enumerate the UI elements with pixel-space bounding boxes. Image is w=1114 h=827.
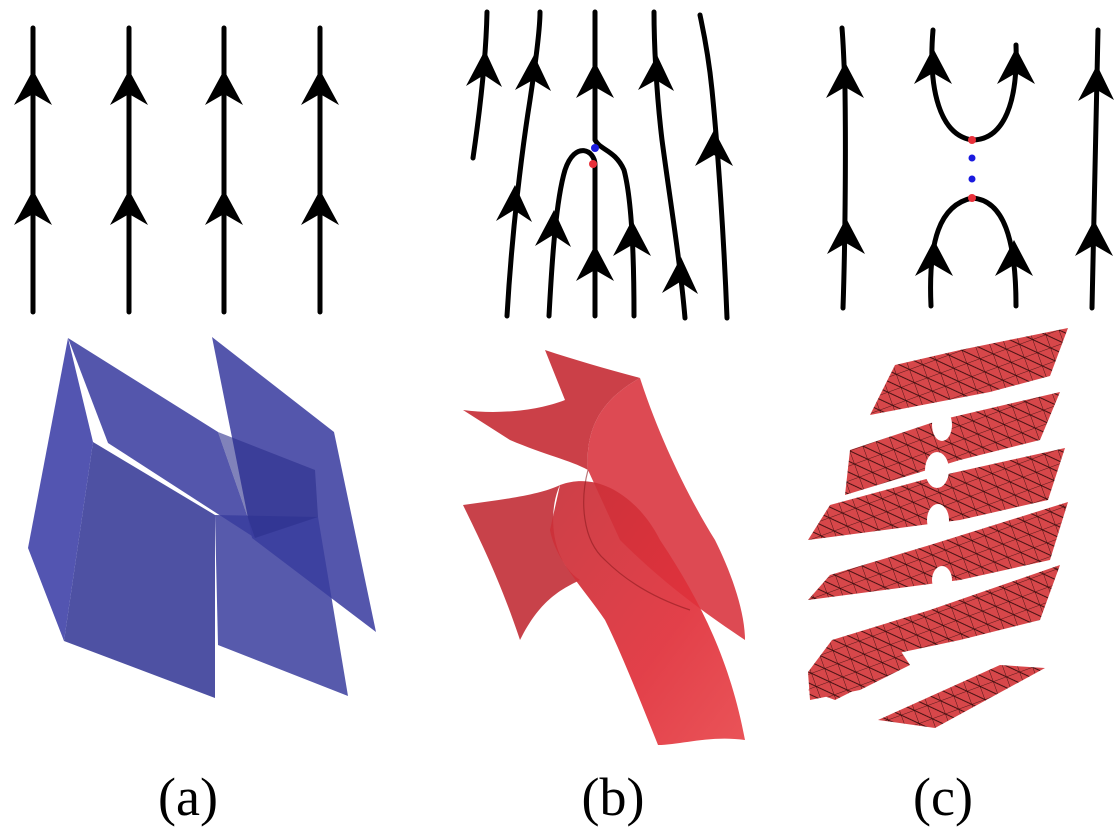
- arrowhead-icon: [205, 190, 243, 225]
- flow-line-c3: [915, 195, 1033, 309]
- arrowhead-icon: [613, 220, 651, 256]
- flow-line-a1: [14, 25, 52, 315]
- arrowhead-icon: [1078, 65, 1114, 101]
- arrowhead-icon: [14, 70, 52, 105]
- flow-line-a4: [301, 25, 339, 315]
- flow-line-b4: [576, 9, 651, 319]
- flow-line-c4: [1075, 27, 1114, 311]
- flow-line-b1: [466, 9, 502, 161]
- mesh-sheet: [808, 565, 1060, 672]
- mesh-sheet: [808, 502, 1068, 600]
- mesh-hole: [932, 409, 952, 441]
- arrowhead-icon: [576, 62, 614, 98]
- critical-point-red: [589, 160, 597, 168]
- panel-c-mesh-sheets: [808, 328, 1068, 728]
- arrowhead-icon: [638, 55, 674, 91]
- arrowhead-icon: [301, 70, 339, 105]
- critical-point-blue: [968, 154, 976, 162]
- arrowhead-icon: [662, 257, 698, 294]
- arrowhead-icon: [1075, 220, 1113, 256]
- critical-point-blue: [968, 175, 976, 183]
- arrowhead-icon: [301, 190, 339, 225]
- red-sheet-middle: [587, 378, 745, 640]
- red-sheet-front: [550, 481, 745, 745]
- mesh-hole: [927, 504, 949, 536]
- mesh-sheet-strip: [878, 665, 1045, 728]
- arrowhead-icon: [914, 48, 952, 84]
- critical-point-red: [968, 194, 976, 202]
- arrowhead-icon: [695, 130, 733, 166]
- mesh-sheet-strip: [808, 660, 905, 700]
- critical-point-blue: [591, 144, 599, 152]
- flow-line-b6: [695, 12, 733, 321]
- arrowhead-icon: [535, 210, 571, 247]
- blue-sheet-left: [28, 338, 93, 641]
- arrowhead-icon: [14, 190, 52, 225]
- arrowhead-icon: [110, 70, 148, 105]
- blue-sheet-front: [215, 515, 348, 696]
- arrowhead-icon: [466, 50, 502, 87]
- red-sheet-lower: [463, 485, 580, 640]
- panel-label-c: (c): [913, 767, 973, 827]
- panel-b-red-sheet: [463, 350, 745, 745]
- red-sheet-upper: [463, 350, 640, 470]
- panel-b-flow-lines: [466, 9, 733, 321]
- flow-line-b3: [535, 148, 614, 319]
- mesh-sheet: [845, 392, 1060, 495]
- panel-label-a: (a): [158, 767, 218, 827]
- arrowhead-icon: [826, 62, 864, 98]
- arrowhead-icon: [997, 48, 1035, 84]
- flow-line-b2: [496, 9, 551, 319]
- mesh-hole: [932, 566, 952, 594]
- arrowhead-icon: [205, 70, 243, 105]
- blue-sheet-overlap: [218, 432, 318, 538]
- mesh-hole: [925, 452, 949, 488]
- arrowhead-icon: [827, 218, 865, 254]
- arrowhead-icon: [496, 185, 532, 222]
- flow-line-b5: [638, 9, 698, 321]
- red-sheet-fold: [583, 469, 691, 611]
- flow-line-a3: [205, 25, 243, 315]
- blue-sheet-back: [68, 338, 255, 538]
- flow-line-c2: [914, 27, 1035, 143]
- arrowhead-icon: [110, 190, 148, 225]
- mesh-sheet: [870, 328, 1068, 415]
- flow-line-c1: [826, 25, 865, 311]
- blue-sheet-front: [64, 442, 215, 698]
- panel-a-blue-sheets: [28, 337, 376, 698]
- arrowhead-icon: [515, 55, 551, 91]
- panel-label-b: (b): [582, 767, 645, 827]
- flow-line-a2: [110, 25, 148, 315]
- arrowhead-icon: [915, 240, 953, 276]
- arrowhead-icon: [995, 240, 1033, 276]
- panel-a-flow-lines: [14, 25, 339, 315]
- critical-point-red: [968, 136, 976, 144]
- panel-c-flow-lines: [826, 25, 1114, 311]
- arrowhead-icon: [576, 245, 614, 281]
- mesh-sheet: [808, 448, 1065, 540]
